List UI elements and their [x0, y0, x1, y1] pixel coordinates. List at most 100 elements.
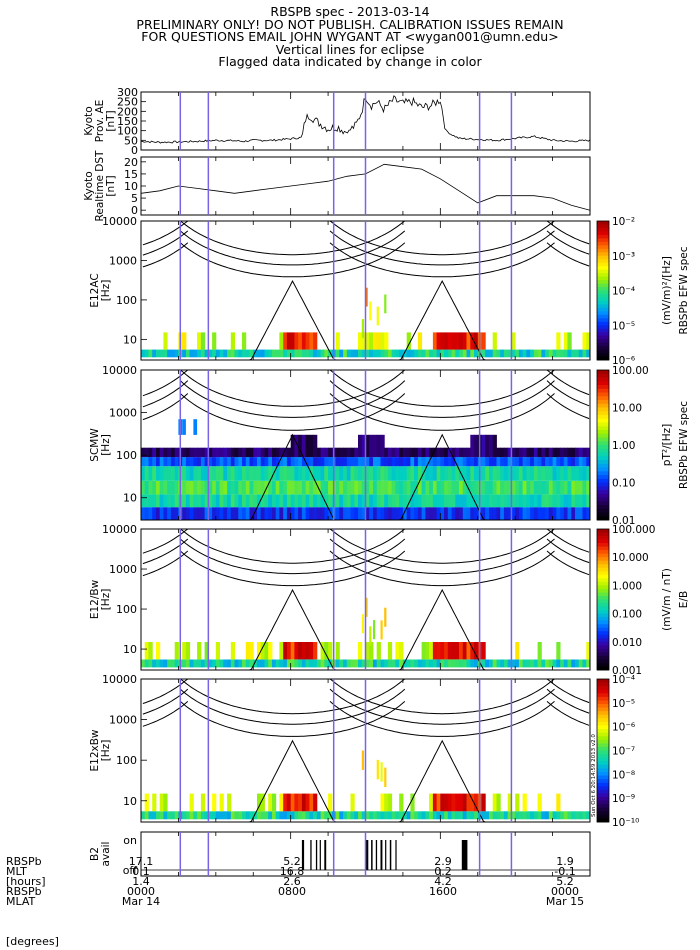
- heatmap-cell: [481, 642, 486, 660]
- heatmap-cell: [417, 332, 423, 350]
- plot-header: RBSPB spec - 2013-03-14 PRELIMINARY ONLY…: [0, 5, 700, 69]
- heatmap-cell: [290, 659, 295, 668]
- colorbar-cell: [597, 426, 609, 431]
- colorbar-cell: [597, 441, 609, 446]
- heatmap-cell: [406, 457, 411, 467]
- heatmap-cell: [215, 642, 220, 660]
- colorbar-frame: [596, 220, 610, 361]
- heatmap-cell: [238, 447, 243, 458]
- y-tick-label: 10000: [102, 673, 137, 686]
- heatmap-cell: [563, 507, 568, 520]
- heatmap-cell: [354, 447, 359, 458]
- heatmap-cell: [500, 457, 505, 467]
- heatmap-cell: [182, 466, 187, 481]
- heatmap-cell: [294, 349, 299, 358]
- heatmap-cell: [444, 480, 449, 495]
- heatmap-cell: [249, 811, 254, 820]
- heatmap-cell: [197, 507, 202, 520]
- heatmap-cell: [174, 457, 179, 467]
- heatmap-cell: [313, 466, 318, 481]
- heatmap-cell: [429, 659, 434, 668]
- heatmap-cell: [391, 466, 396, 481]
- heatmap-cell: [204, 494, 209, 508]
- heatmap-cell: [410, 811, 415, 820]
- y-tick-label: 100: [116, 603, 137, 616]
- heatmap-cell: [552, 494, 557, 508]
- heatmap-cell: [530, 466, 535, 481]
- y-axis-label-line: SCMW: [89, 428, 101, 462]
- heatmap-cell: [328, 642, 333, 660]
- colorbar-label-text: pT²/[Hz]: [661, 424, 673, 466]
- heatmap-cell: [212, 811, 217, 820]
- heatmap-cell: [215, 811, 220, 820]
- heatmap-cell: [462, 642, 467, 660]
- heatmap-cell: [309, 507, 314, 520]
- heatmap-cell: [406, 332, 411, 350]
- heatmap-cell: [526, 466, 531, 481]
- heatmap-cell: [530, 659, 535, 668]
- colorbar-cell: [597, 610, 609, 614]
- heatmap-cell: [144, 457, 149, 467]
- colorbar-cell: [597, 388, 609, 393]
- heatmap-cell: [425, 642, 430, 660]
- heatmap-cell: [253, 480, 258, 495]
- heatmap-cell: [264, 457, 269, 467]
- heatmap-cell: [212, 793, 217, 812]
- heatmap-cell: [575, 466, 580, 481]
- colorbar-cell: [597, 603, 609, 607]
- heatmap-cell: [316, 480, 322, 495]
- heatmap-cell: [152, 793, 157, 812]
- heatmap-cell: [432, 494, 438, 508]
- colorbar-cell: [597, 567, 609, 572]
- heatmap-cell: [402, 507, 408, 520]
- heatmap-cell: [238, 494, 243, 508]
- heatmap-cell: [253, 811, 258, 820]
- heatmap-cell: [234, 349, 239, 358]
- heatmap-cell: [245, 349, 250, 358]
- colorbar-cell: [597, 346, 609, 350]
- reference-curve: [180, 220, 406, 256]
- heatmap-cell: [335, 466, 340, 481]
- heatmap-cell: [526, 507, 531, 520]
- heatmap-cell: [245, 466, 250, 481]
- heatmap-cell: [571, 349, 576, 358]
- heatmap-cell: [197, 642, 202, 660]
- heatmap-cell: [474, 332, 479, 350]
- heatmap-cell: [320, 349, 325, 358]
- heatmap-cell: [541, 494, 546, 508]
- heatmap-cell: [346, 466, 351, 481]
- heatmap-cell: [320, 466, 325, 481]
- colorbar-tick-label: 0.01: [612, 515, 635, 527]
- reference-curve: [179, 688, 406, 725]
- heatmap-cell: [500, 494, 505, 508]
- heatmap-cell: [462, 494, 467, 508]
- y-tick-label: 10000: [102, 215, 137, 228]
- heatmap-cell: [563, 349, 568, 358]
- heatmap-cell: [294, 793, 299, 812]
- heatmap-cell: [167, 811, 172, 820]
- heatmap-cell: [163, 659, 168, 668]
- heatmap-cell: [556, 507, 561, 520]
- heatmap-cell: [305, 332, 310, 350]
- heatmap-cell: [402, 811, 408, 820]
- heatmap-cell: [215, 659, 220, 668]
- y-tick-label: 100: [116, 754, 137, 767]
- heatmap-cell: [283, 659, 288, 668]
- heatmap-cell: [373, 659, 378, 668]
- colorbar-cell: [597, 689, 609, 694]
- heatmap-cell: [410, 457, 415, 467]
- heatmap-cell: [369, 434, 374, 458]
- heatmap-cell: [339, 811, 344, 820]
- heatmap-cell: [563, 480, 568, 495]
- heatmap-cell: [373, 349, 378, 358]
- heatmap-cell: [249, 466, 254, 481]
- colorbar-tick-label: 0.010: [612, 637, 642, 649]
- colorbar-cell: [597, 252, 609, 257]
- colorbar-cell: [597, 497, 609, 502]
- heatmap-cell: [507, 507, 512, 520]
- colorbar-cell: [597, 328, 609, 333]
- heatmap-cell: [189, 349, 194, 358]
- colorbar-label-text: (mV/m)²/[Hz]: [661, 256, 673, 325]
- heatmap-cell: [406, 466, 411, 481]
- heatmap-cell: [227, 811, 232, 820]
